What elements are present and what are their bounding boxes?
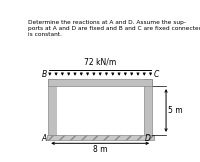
FancyBboxPatch shape xyxy=(48,79,152,86)
FancyBboxPatch shape xyxy=(47,135,154,140)
Text: B: B xyxy=(41,70,47,79)
FancyBboxPatch shape xyxy=(48,79,57,135)
Text: 72 kN/m: 72 kN/m xyxy=(84,57,116,66)
FancyBboxPatch shape xyxy=(144,79,152,135)
Text: A: A xyxy=(41,134,47,143)
FancyBboxPatch shape xyxy=(57,86,144,135)
Text: C: C xyxy=(154,70,159,79)
Text: D: D xyxy=(144,134,150,143)
Text: 8 m: 8 m xyxy=(93,145,107,154)
Text: Determine the reactions at A and D. Assume the sup-
ports at A and D are fixed a: Determine the reactions at A and D. Assu… xyxy=(28,20,200,37)
Text: 5 m: 5 m xyxy=(168,106,183,115)
